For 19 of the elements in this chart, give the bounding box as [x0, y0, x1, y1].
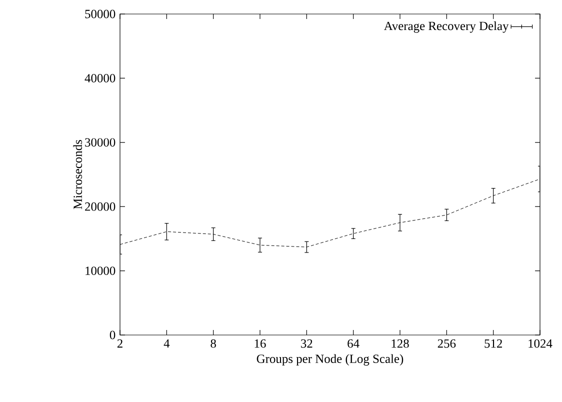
x-tick-label: 2 [117, 339, 122, 348]
x-tick-label: 256 [438, 339, 456, 348]
x-tick-label: 512 [484, 339, 502, 348]
x-tick-label: 32 [301, 339, 312, 348]
x-axis-title: Groups per Node (Log Scale) [256, 354, 404, 366]
x-tick-label: 64 [348, 339, 360, 348]
y-axis-title: Microseconds [73, 140, 82, 210]
x-tick-label: 8 [210, 339, 216, 348]
y-tick-label: 50000 [85, 10, 116, 18]
x-tick-label: 16 [254, 339, 266, 348]
x-tick-label: 128 [392, 339, 409, 348]
y-tick-label: 0 [110, 330, 116, 340]
legend-label: Average Recovery Delay [384, 21, 509, 33]
y-tick-label: 10000 [86, 266, 116, 276]
y-tick-label: 40000 [84, 74, 116, 82]
x-tick-label: 4 [164, 339, 170, 348]
y-tick-label: 20000 [85, 202, 116, 211]
x-tick-label: 1024 [528, 339, 552, 348]
y-tick-label: 30000 [85, 138, 116, 147]
